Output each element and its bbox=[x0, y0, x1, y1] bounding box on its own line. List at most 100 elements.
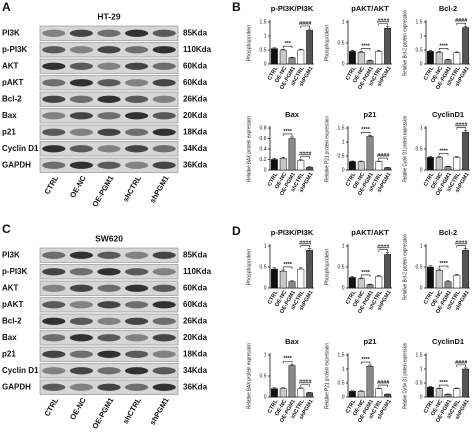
significance-label: #### bbox=[377, 245, 389, 251]
lane-label: CTRL bbox=[42, 396, 60, 418]
lane-label: shPGM1 bbox=[148, 396, 171, 426]
blot-band bbox=[125, 145, 149, 153]
error-bar bbox=[385, 252, 390, 255]
protein-label: p-PI3K bbox=[2, 45, 28, 54]
blot-band bbox=[152, 268, 176, 276]
bar bbox=[306, 167, 314, 171]
blot-band bbox=[152, 128, 176, 136]
blot-band bbox=[97, 301, 121, 309]
panel-letter: B bbox=[232, 0, 241, 14]
bar bbox=[270, 388, 278, 398]
size-label: 60Kda bbox=[183, 78, 208, 87]
significance-bracket bbox=[438, 384, 449, 388]
blot-strip bbox=[39, 58, 179, 74]
error-bar bbox=[446, 280, 450, 282]
blot-band bbox=[152, 46, 176, 54]
y-tick-label: 0.5 bbox=[338, 264, 345, 270]
bar bbox=[384, 28, 392, 65]
size-label: 60Kda bbox=[183, 300, 208, 309]
blot-band bbox=[125, 46, 149, 54]
bar bbox=[270, 268, 278, 289]
blot-band bbox=[152, 334, 176, 342]
y-tick-label: 0.5 bbox=[260, 373, 267, 379]
error-bar bbox=[446, 58, 450, 60]
significance-bracket bbox=[378, 23, 388, 26]
bar bbox=[306, 30, 314, 65]
significance-bracket bbox=[360, 274, 371, 277]
y-tick-label: 1 bbox=[420, 125, 423, 131]
significance-label: #### bbox=[377, 19, 389, 25]
chart-title: Bax bbox=[285, 337, 300, 346]
blot-band bbox=[152, 301, 176, 309]
y-tick-label: 0 bbox=[420, 394, 423, 400]
bar bbox=[435, 388, 443, 398]
bar bbox=[366, 60, 374, 65]
blot-band bbox=[97, 251, 121, 259]
blot-band bbox=[97, 383, 121, 391]
y-tick-label: 1 bbox=[420, 243, 423, 249]
lane-label: shCTRL bbox=[121, 396, 143, 426]
error-bar bbox=[299, 159, 303, 161]
bar bbox=[384, 167, 392, 171]
blot-band bbox=[42, 268, 66, 276]
significance-label: #### bbox=[299, 21, 311, 27]
y-axis-label: Relative BAX protein expression bbox=[246, 116, 252, 182]
protein-label: Bcl-2 bbox=[2, 316, 22, 325]
error-bar bbox=[350, 390, 355, 392]
blot-band bbox=[42, 29, 66, 37]
bar bbox=[426, 266, 434, 289]
y-tick-label: 0.5 bbox=[260, 47, 267, 53]
significance-label: #### bbox=[455, 18, 467, 24]
significance-label: #### bbox=[299, 240, 311, 246]
error-bar bbox=[377, 275, 381, 277]
protein-label: Bax bbox=[2, 111, 17, 120]
bar bbox=[384, 393, 392, 398]
blot-band bbox=[125, 383, 149, 391]
significance-bracket bbox=[300, 245, 310, 248]
y-tick-label: 1.5 bbox=[260, 19, 267, 25]
chart-title: p21 bbox=[364, 110, 377, 119]
protein-label: GAPDH bbox=[2, 160, 31, 169]
significance-bracket bbox=[300, 156, 310, 159]
size-label: 26Kda bbox=[183, 94, 208, 103]
protein-label: p-PI3K bbox=[2, 267, 28, 276]
blot-band bbox=[42, 367, 66, 375]
lane-label: OE-PGM1 bbox=[90, 174, 115, 208]
blot-band bbox=[42, 62, 66, 70]
y-tick-label: 0.5 bbox=[416, 264, 423, 270]
blot-band bbox=[125, 334, 149, 342]
error-bar bbox=[290, 136, 294, 139]
size-label: 36Kda bbox=[183, 160, 208, 169]
y-tick-label: 0 bbox=[420, 167, 423, 173]
bar bbox=[435, 270, 443, 289]
blot-band bbox=[69, 46, 93, 54]
bar bbox=[435, 157, 443, 171]
bar bbox=[270, 48, 278, 65]
error-bar bbox=[281, 48, 285, 50]
significance-label: #### bbox=[377, 153, 389, 159]
y-tick-label: 1.5 bbox=[338, 352, 345, 358]
significance-label: #### bbox=[455, 122, 467, 128]
error-bar bbox=[290, 280, 294, 282]
bar bbox=[288, 281, 296, 289]
bar bbox=[348, 51, 356, 65]
size-label: 26Kda bbox=[183, 316, 208, 325]
blot-band bbox=[125, 367, 149, 375]
error-bar bbox=[437, 387, 441, 389]
blot-band bbox=[97, 145, 121, 153]
blot-band bbox=[42, 161, 66, 169]
bar bbox=[357, 391, 365, 398]
error-bar bbox=[359, 51, 363, 53]
significance-bracket bbox=[378, 249, 388, 252]
bar bbox=[288, 365, 296, 398]
panel-letter: D bbox=[232, 224, 241, 238]
protein-label: PI3K bbox=[2, 250, 20, 259]
significance-label: **** bbox=[361, 270, 370, 276]
y-tick-label: 0.5 bbox=[260, 264, 267, 270]
bar bbox=[279, 270, 287, 289]
bar bbox=[453, 157, 461, 171]
significance-label: **** bbox=[439, 149, 448, 155]
bar bbox=[453, 388, 461, 398]
bar bbox=[297, 160, 305, 171]
error-bar bbox=[307, 248, 312, 251]
